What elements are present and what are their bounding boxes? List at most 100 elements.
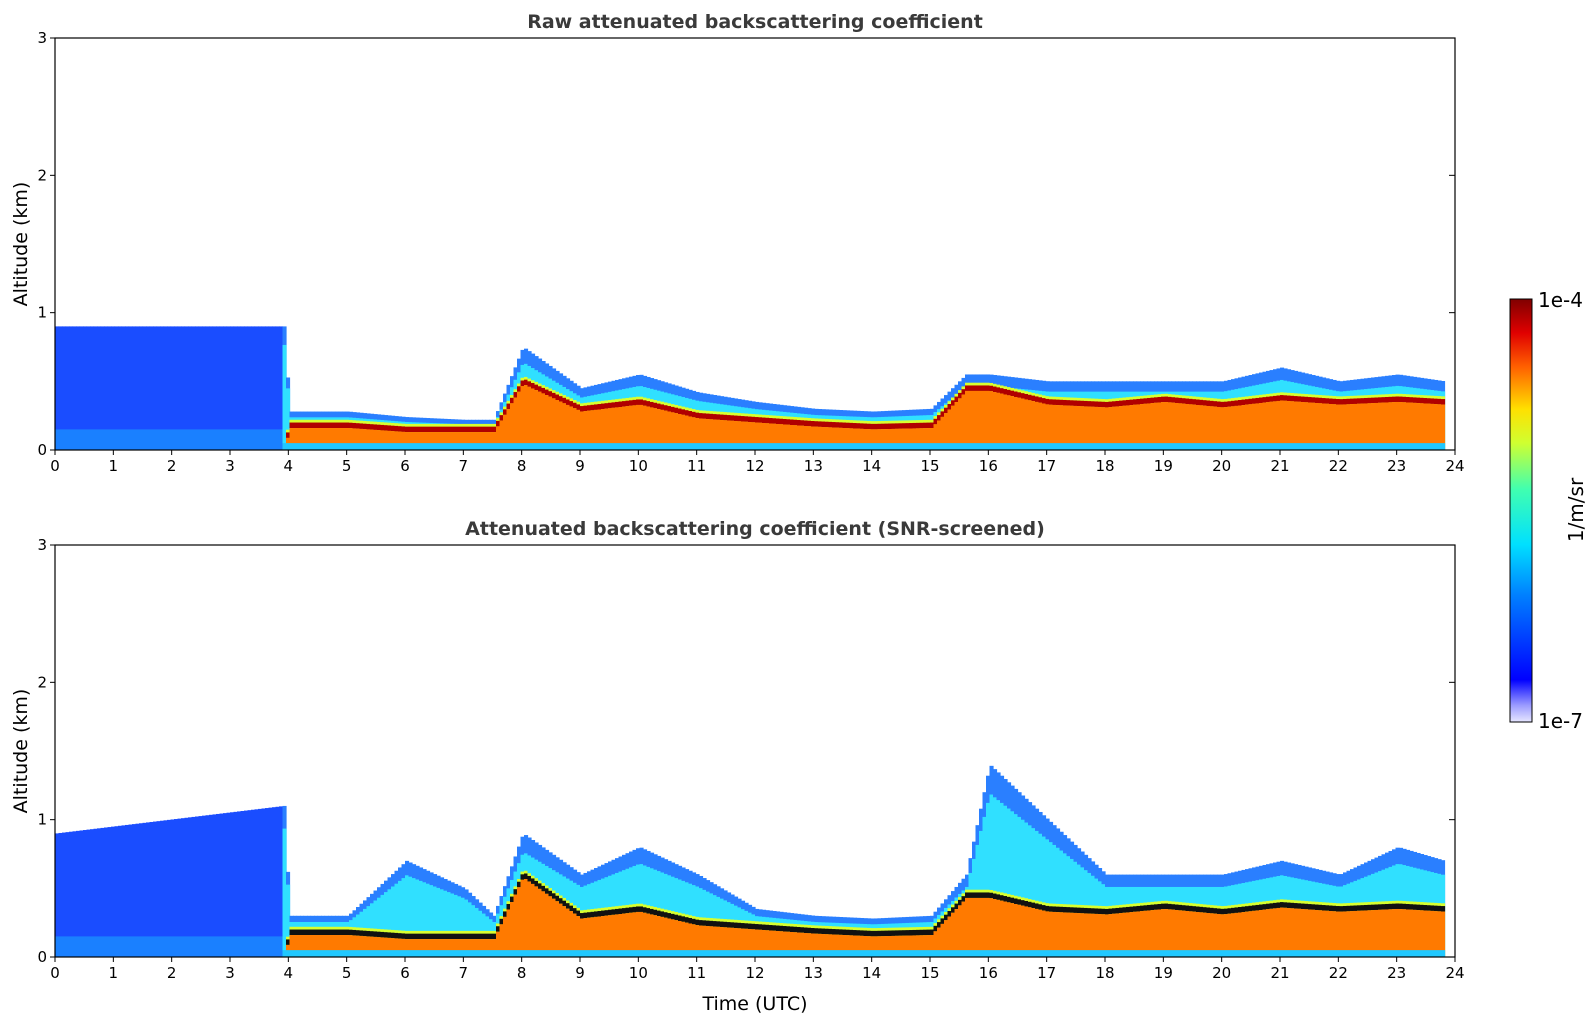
heatmap-cell [699,950,704,957]
heatmap-cell [461,939,466,957]
heatmap-cell [576,404,581,410]
heatmap-cell [209,814,214,957]
x-tick-label: 22 [1329,457,1348,475]
heatmap-cell [1385,909,1390,957]
heatmap-cell [237,936,242,957]
heatmap-cell [1147,397,1152,404]
heatmap-cell [335,422,340,429]
heatmap-cell [783,926,788,932]
heatmap-cell [1122,907,1127,913]
heatmap-cell [139,429,144,450]
x-tick-label: 16 [979,457,998,475]
heatmap-cell [1318,403,1323,450]
heatmap-cell [772,418,777,424]
heatmap-cell [979,950,984,957]
heatmap-cell [1150,950,1155,957]
heatmap-cell [527,875,532,882]
heatmap-cell [307,950,312,957]
heatmap-cell [583,918,588,957]
heatmap-cell [793,932,798,957]
heatmap-cell [1437,443,1442,450]
heatmap-cell [1437,950,1442,957]
colorbar-max-label: 1e-4 [1538,288,1583,312]
heatmap-cell [499,420,504,450]
heatmap-cell [272,429,277,450]
heatmap-cell [205,429,210,450]
heatmap-cell [1395,401,1400,450]
heatmap-cell [1070,405,1075,450]
heatmap-cell [349,443,354,450]
heatmap-cell [531,878,536,884]
heatmap-cell [408,443,413,450]
heatmap-cell [303,929,308,936]
heatmap-cell [622,406,627,450]
heatmap-cell [202,936,207,957]
heatmap-cell [989,950,994,957]
heatmap-cell [310,950,315,957]
heatmap-cell [135,326,140,450]
heatmap-cell [1000,443,1005,450]
heatmap-cell [821,443,826,450]
heatmap-cell [1217,406,1222,450]
heatmap-cell [356,428,361,450]
heatmap-cell [450,933,455,940]
heatmap-cell [1315,397,1320,404]
heatmap-cell [1073,950,1078,957]
heatmap-cell [436,426,441,433]
heatmap-cell [1346,950,1351,957]
heatmap-cell [587,950,592,957]
heatmap-cell [786,443,791,450]
heatmap-cell [454,443,459,450]
heatmap-cell [1339,404,1344,450]
heatmap-cell [884,443,889,450]
heatmap-cell [1220,401,1225,408]
heatmap-cell [275,326,280,450]
heatmap-cell [573,908,578,914]
heatmap-cell [947,916,952,957]
heatmap-cell [1042,950,1047,957]
heatmap-cell [1084,913,1089,957]
heatmap-cell [860,930,865,936]
heatmap-cell [538,386,543,392]
heatmap-cell [930,428,935,450]
heatmap-cell [1217,908,1222,914]
heatmap-cell [272,936,277,957]
heatmap-cell [1227,401,1232,407]
heatmap-cell [1115,913,1120,957]
heatmap-cell [1147,950,1152,957]
heatmap-cell [692,443,697,450]
heatmap-cell [156,936,161,957]
heatmap-cell [1378,904,1383,910]
heatmap-cell [828,421,833,428]
heatmap-cell [240,936,245,957]
heatmap-cell [457,939,462,957]
heatmap-cell [1224,443,1229,450]
heatmap-cell [632,443,637,450]
heatmap-cell [765,950,770,957]
heatmap-cell [76,830,81,957]
heatmap-cell [863,936,868,957]
heatmap-cell [1189,404,1194,450]
heatmap-cell [1133,443,1138,450]
heatmap-cell [160,326,165,450]
heatmap-cell [114,326,119,450]
heatmap-cell [555,443,560,450]
heatmap-cell [986,802,991,957]
raw-backscatter-panel: Raw attenuated backscattering coefficien… [10,11,1465,475]
heatmap-cell [461,432,466,450]
heatmap-cell [1350,443,1355,450]
heatmap-cell [1168,950,1173,957]
heatmap-cell [888,423,893,430]
heatmap-cell [1007,808,1012,957]
heatmap-cell [821,928,826,935]
heatmap-cell [107,429,112,450]
heatmap-cell [1283,907,1288,957]
heatmap-cell [657,409,662,450]
heatmap-cell [1304,909,1309,957]
heatmap-cell [548,890,553,897]
heatmap-cell [912,950,917,957]
heatmap-cell [352,443,357,450]
heatmap-cell [569,406,574,450]
heatmap-cell [1017,392,1022,398]
heatmap-cell [1220,908,1225,915]
